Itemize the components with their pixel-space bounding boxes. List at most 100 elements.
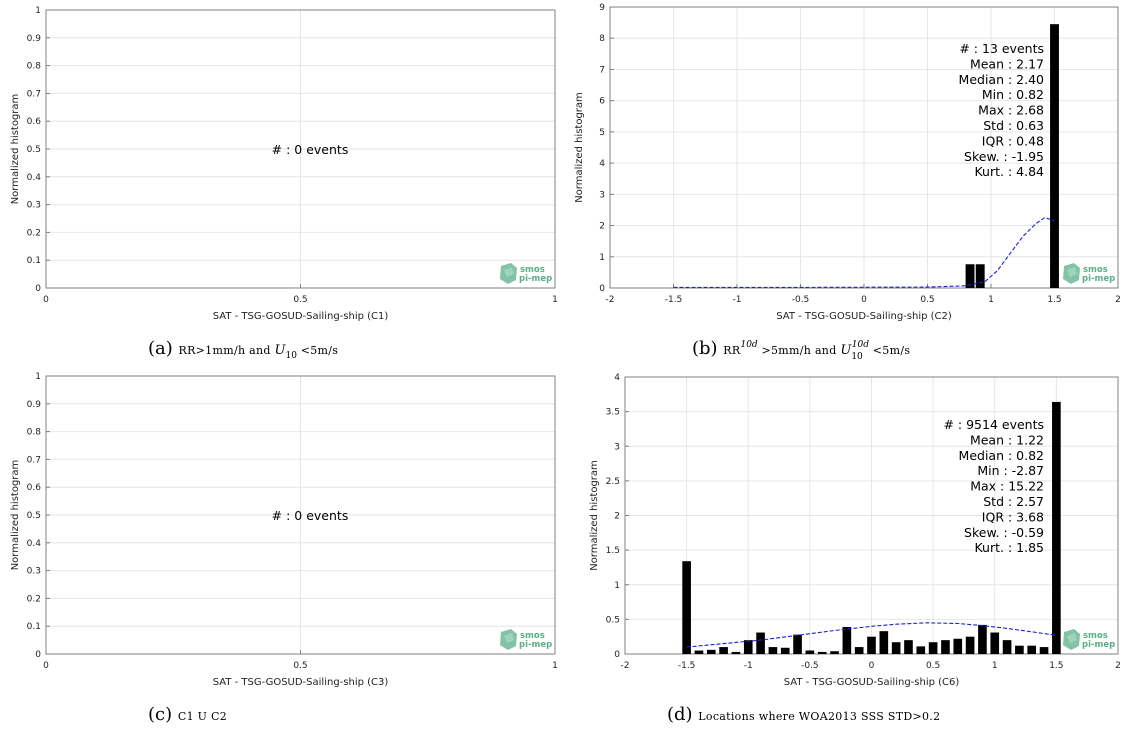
histogram-bar [694, 650, 704, 654]
histogram-bar [975, 264, 985, 288]
chart-panel-c: 0 0.5 1 0 0.1 0.2 0.3 0.4 0.5 0.6 0.7 0.8 0.9 1 SAT - … [10, 372, 558, 725]
x-tick-label: 1 [992, 661, 998, 671]
y-tick-label: 0.7 [27, 455, 41, 465]
stats-line: # : 9514 events [943, 417, 1044, 432]
y-tick-label: 2.5 [606, 477, 620, 487]
x-tick-label: -1.5 [665, 295, 683, 305]
stats-line: Min : -2.87 [977, 463, 1044, 478]
histogram-bar [941, 640, 950, 654]
y-tick-label: 8 [599, 34, 605, 44]
x-tick-label: 0.5 [293, 661, 307, 671]
x-tick-label: 0.5 [293, 295, 307, 305]
stats-line: Max : 15.22 [970, 479, 1044, 494]
x-tick-label: -0.5 [801, 661, 819, 671]
y-tick-label: 0.2 [27, 594, 41, 604]
y-tick-label: 4 [599, 159, 605, 169]
histogram-bar [719, 647, 728, 654]
x-tick-label: 1 [552, 295, 558, 305]
caption-text: U [840, 343, 852, 358]
y-tick-label: 0.8 [27, 428, 42, 438]
stats-line: IQR : 3.68 [982, 509, 1044, 524]
y-tick-label: 0 [614, 650, 620, 660]
logo-text-line1: smos [1083, 265, 1108, 275]
x-axis-label: SAT - TSG-GOSUD-Sailing-ship (C3) [213, 677, 389, 688]
histogram-bar [756, 632, 765, 654]
y-tick-label: 1.5 [606, 546, 620, 556]
x-tick-label: 2 [1115, 661, 1121, 671]
histogram-bar [1027, 645, 1037, 654]
histogram-bar [1052, 401, 1061, 654]
stats-line: Median : 2.40 [959, 72, 1045, 87]
caption-text: U [275, 343, 287, 358]
y-tick-label: 0.6 [27, 117, 42, 127]
caption-text: Locations where WOA2013 SSS STD>0.2 [698, 710, 940, 723]
y-tick-label: 7 [599, 65, 605, 75]
histogram-bar [904, 640, 913, 654]
x-tick-label: -1 [733, 295, 742, 305]
subfigure-caption: (a) RR>1mm/h and U10 <5m/s [148, 338, 338, 361]
logo-text-line2: pi-mep [1082, 640, 1115, 650]
chart-panel-b: -2 -1.5 -1 -0.5 0 0.5 1 1.5 2 0 1 2 3 4 5 6 7 8 9 SAT - TSG… [574, 3, 1121, 362]
stats-line: Kurt. : 4.84 [974, 164, 1044, 179]
logo-emblem-highlight [504, 633, 514, 643]
x-tick-label: 0.5 [926, 661, 940, 671]
y-tick-label: 3 [614, 442, 620, 452]
y-tick-label: 0.1 [27, 256, 41, 266]
caption-text: RR [723, 344, 741, 357]
chart-panel-d: -2 -1.5 -1 -0.5 0 0.5 1 1.5 2 0 0.5 1 1.5 2 2.5 3 3.5 4 SA… [589, 373, 1121, 725]
subfigure-caption: (d) Locations where WOA2013 SSS STD>0.2 [667, 704, 940, 725]
histogram-bar [780, 647, 790, 654]
y-tick-label: 0.3 [27, 567, 41, 577]
x-tick-label: -1.5 [678, 661, 696, 671]
histogram-bar [965, 264, 975, 288]
logo-emblem-highlight [1067, 267, 1077, 277]
x-tick-label: 0.5 [920, 295, 934, 305]
stats-line: Mean : 1.22 [970, 432, 1044, 447]
logo-text-line1: smos [520, 265, 545, 275]
stats-line: # : 0 events [272, 508, 349, 523]
y-tick-label: 2 [614, 512, 620, 522]
caption-text: <5m/s [297, 344, 338, 357]
x-tick-label: 1 [552, 661, 558, 671]
caption-label: (c) [148, 704, 178, 725]
x-tick-label: -1 [744, 661, 753, 671]
caption-text: <5m/s [869, 344, 910, 357]
histogram-bar [682, 561, 691, 654]
histogram-bar [965, 636, 975, 654]
y-tick-label: 0 [35, 284, 41, 294]
histogram-bar [1039, 647, 1049, 654]
y-tick-label: 3 [599, 190, 605, 200]
histogram-bar [1015, 645, 1024, 654]
stats-line: Mean : 2.17 [970, 56, 1044, 71]
x-tick-label: 2 [1115, 295, 1121, 305]
subfigure-caption: (b) RR10d >5mm/h and U1010d <5m/s [692, 338, 910, 362]
y-tick-label: 1 [599, 253, 605, 263]
y-tick-label: 0.5 [27, 511, 41, 521]
y-tick-label: 0.7 [27, 89, 41, 99]
histogram-bar [891, 642, 901, 654]
y-tick-label: 0 [35, 650, 41, 660]
stats-line: Skew. : -0.59 [964, 525, 1044, 540]
x-tick-label: 1.5 [1047, 295, 1061, 305]
y-tick-label: 0.8 [27, 62, 42, 72]
y-axis-label: Normalized histogram [574, 92, 585, 203]
stats-line: IQR : 0.48 [982, 133, 1044, 148]
logo-emblem-highlight [504, 267, 514, 277]
y-tick-label: 0.5 [27, 145, 41, 155]
y-axis-label: Normalized histogram [10, 460, 21, 571]
logo-text-line1: smos [520, 631, 545, 641]
stats-line: Std : 0.63 [983, 118, 1044, 133]
y-tick-label: 3.5 [606, 408, 620, 418]
histogram-bar [842, 626, 852, 654]
histogram-bar [978, 624, 987, 654]
y-tick-label: 2 [599, 222, 605, 232]
caption-text: >5mm/h and [758, 344, 841, 357]
histogram-bar [1002, 640, 1012, 654]
x-tick-label: 0 [43, 661, 49, 671]
histogram-bar [768, 647, 778, 654]
x-axis-label: SAT - TSG-GOSUD-Sailing-ship (C1) [213, 311, 389, 322]
stats-line: Kurt. : 1.85 [974, 540, 1044, 555]
stats-line: # : 13 events [959, 41, 1044, 56]
